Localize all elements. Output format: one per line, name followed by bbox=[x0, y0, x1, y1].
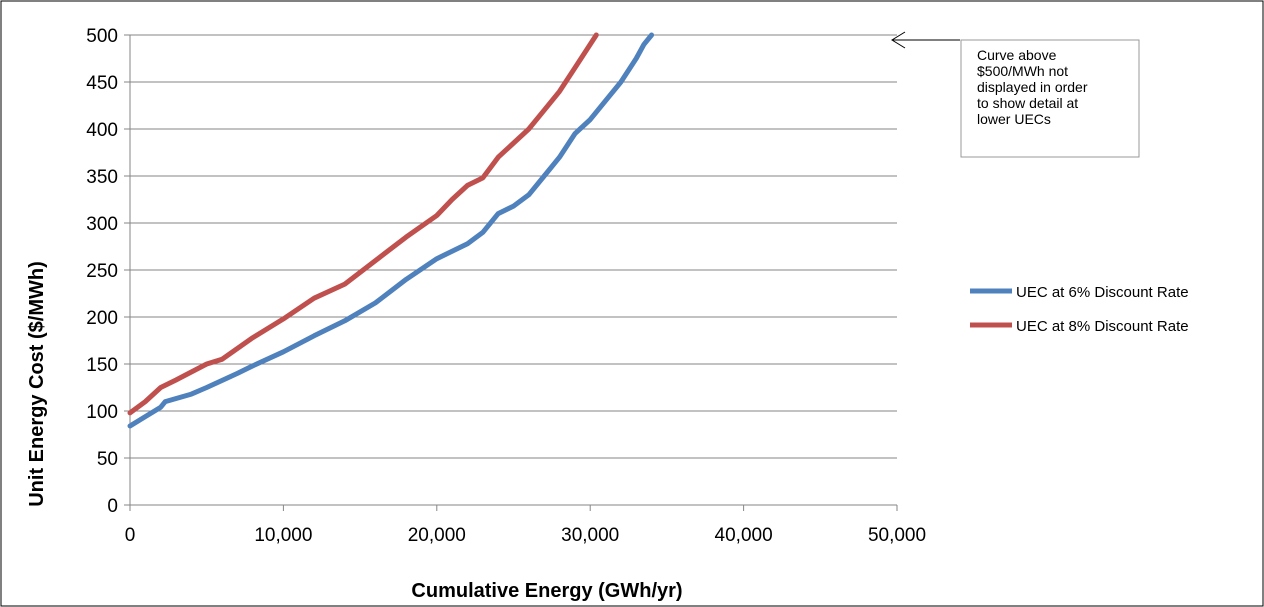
y-tick-label: 50 bbox=[97, 449, 118, 470]
x-tick-label: 30,000 bbox=[561, 525, 619, 546]
annotation: Curve above $500/MWh not displayed in or… bbox=[891, 31, 1140, 158]
annotation-line-1: Curve above bbox=[977, 47, 1057, 63]
y-tick-label: 200 bbox=[86, 308, 118, 329]
x-tick-label: 20,000 bbox=[408, 525, 466, 546]
annotation-line-5: lower UECs bbox=[977, 111, 1051, 127]
annotation-line-4: to show detail at bbox=[977, 95, 1078, 111]
annotation-line-2: $500/MWh not bbox=[977, 63, 1068, 79]
y-tick-label: 150 bbox=[86, 355, 118, 376]
legend-label-8pct: UEC at 8% Discount Rate bbox=[1016, 318, 1189, 335]
arrow-icon bbox=[891, 31, 906, 49]
y-tick-label: 350 bbox=[86, 167, 118, 188]
legend: UEC at 6% Discount Rate UEC at 8% Discou… bbox=[970, 284, 1189, 335]
y-tick-label: 500 bbox=[86, 26, 118, 47]
x-tick-label: 40,000 bbox=[715, 525, 773, 546]
y-tick-label: 450 bbox=[86, 73, 118, 94]
y-axis-title: Unit Energy Cost ($/MWh) bbox=[26, 261, 48, 507]
gridlines bbox=[130, 34, 897, 459]
y-tick-label: 400 bbox=[86, 120, 118, 141]
y-tick-label: 100 bbox=[86, 402, 118, 423]
y-tick-label: 300 bbox=[86, 214, 118, 235]
y-tick-label: 0 bbox=[107, 496, 118, 517]
legend-label-6pct: UEC at 6% Discount Rate bbox=[1016, 284, 1189, 301]
y-tick-label: 250 bbox=[86, 261, 118, 282]
x-tick-label: 0 bbox=[125, 525, 136, 546]
series-lines bbox=[127, 32, 655, 429]
x-tick-label: 10,000 bbox=[254, 525, 312, 546]
annotation-box bbox=[960, 39, 1140, 158]
tick-labels: 0 50 100 150 200 250 300 350 400 450 500 0 10,000 20,… bbox=[86, 26, 926, 546]
series-line-6pct bbox=[127, 32, 655, 429]
x-axis-title: Cumulative Energy (GWh/yr) bbox=[411, 580, 682, 602]
annotation-line-3: displayed in order bbox=[977, 79, 1088, 95]
x-tick-label: 50,000 bbox=[868, 525, 926, 546]
series-line-8pct bbox=[127, 32, 599, 416]
